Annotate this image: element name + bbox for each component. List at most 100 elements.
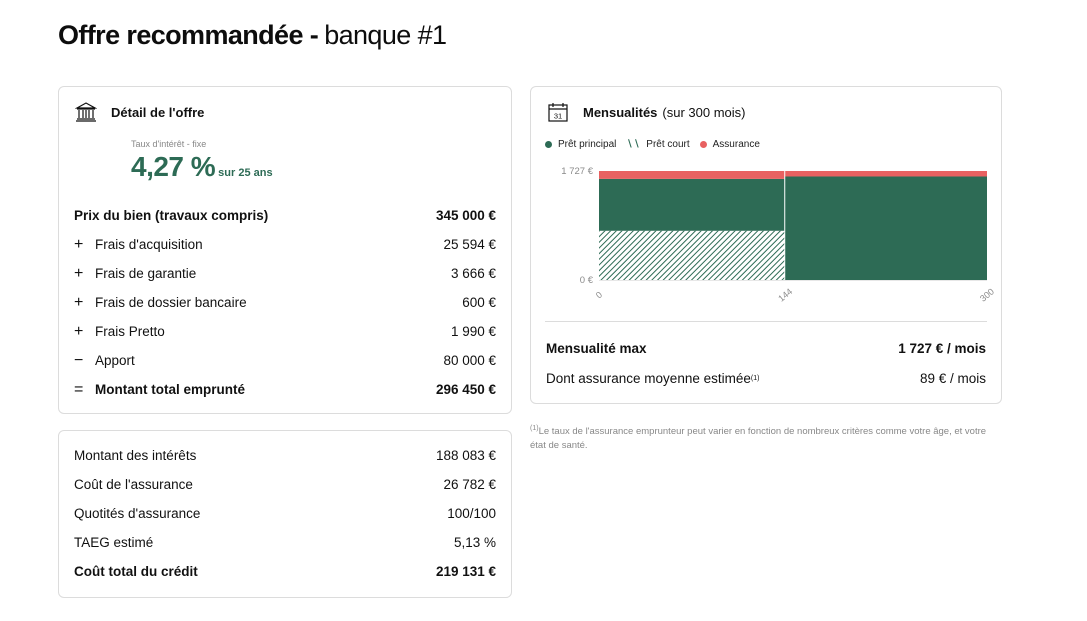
cost-row-label: TAEG estimé — [74, 535, 154, 550]
legend-item: ∖∖ Prêt court — [626, 139, 689, 150]
cost-row-label: Montant des intérêts — [74, 448, 197, 463]
bar-pret-court — [599, 230, 785, 280]
chart-legend: Prêt principal ∖∖ Prêt court Assurance — [545, 139, 770, 150]
offer-row: + Frais Pretto 1 990 € — [74, 317, 496, 346]
monthly-payments-chart: 1 727 € 0 €0 144 300 — [561, 166, 996, 304]
offer-detail-header: Détail de l'offre — [75, 101, 204, 123]
cost-row: Quotités d'assurance 100/100 — [74, 499, 496, 528]
y-tick-label: 0 € — [580, 275, 594, 286]
insurance-footnote: (1)Le taux de l'assurance emprunteur peu… — [530, 422, 1000, 453]
cost-row-value: 219 131 € — [435, 564, 496, 579]
offer-row-label-group: + Frais de dossier bancaire — [74, 294, 247, 312]
offer-row-label-group: − Apport — [74, 352, 135, 370]
cost-row-label: Quotités d'assurance — [74, 506, 201, 521]
bar-pret-principal — [785, 176, 987, 280]
offer-row-value: 296 450 € — [435, 382, 496, 397]
offer-row-label: Frais de garantie — [95, 266, 197, 281]
x-tick-label: 0 — [594, 290, 604, 301]
cost-row: Coût total du crédit 219 131 € — [74, 557, 496, 586]
page-title-main: Offre recommandée - — [58, 20, 319, 50]
offer-row-label: Montant total emprunté — [95, 382, 245, 397]
max-payment-row: Mensualité max 1 727 € / mois — [546, 333, 986, 363]
offer-row-label: Prix du bien (travaux compris) — [74, 208, 269, 223]
cost-row-label: Coût de l'assurance — [74, 477, 193, 492]
legend-label: Assurance — [712, 139, 760, 150]
insurance-average-label-text: Dont assurance moyenne estimée — [546, 370, 751, 386]
legend-item: Assurance — [699, 139, 760, 150]
x-tick-label: 300 — [978, 286, 996, 303]
offer-row-operator: + — [74, 293, 84, 311]
legend-item: Prêt principal — [545, 139, 616, 150]
offer-row-label-group: Prix du bien (travaux compris) — [74, 208, 268, 223]
bar-assurance — [785, 171, 987, 177]
page-title: Offre recommandée - banque #1 — [58, 20, 447, 51]
chart-divider — [545, 321, 987, 322]
offer-row-label: Frais Pretto — [95, 324, 165, 339]
x-tick-label: 144 — [776, 286, 794, 303]
offer-row-label-group: + Frais Pretto — [74, 323, 165, 341]
max-payment-value: 1 727 € / mois — [898, 340, 986, 356]
cost-row-value: 100/100 — [447, 506, 496, 521]
bank-icon — [75, 102, 97, 122]
legend-dot-icon — [545, 141, 552, 148]
offer-row: − Apport 80 000 € — [74, 346, 496, 375]
legend-label: Prêt principal — [558, 139, 617, 150]
interest-rate-block: Taux d'intérêt - fixe 4,27 % sur 25 ans — [131, 139, 273, 183]
monthly-payments-card: 31 Mensualités (sur 300 mois) Prêt princ… — [530, 86, 1002, 404]
insurance-average-row: Dont assurance moyenne estimée (1) 89 € /… — [546, 363, 986, 393]
offer-row-operator: − — [74, 351, 84, 369]
offer-detail-card: Détail de l'offre Taux d'intérêt - fixe … — [58, 86, 512, 414]
offer-row-label-group: + Frais d'acquisition — [74, 236, 203, 254]
chart-summary-rows: Mensualité max 1 727 € / mois Dont assur… — [546, 333, 986, 393]
offer-row: Prix du bien (travaux compris) 345 000 € — [74, 201, 496, 230]
cost-row-value: 188 083 € — [435, 448, 496, 463]
offer-row-label: Apport — [95, 353, 135, 368]
insurance-average-label: Dont assurance moyenne estimée (1) — [546, 371, 759, 386]
monthly-payments-header: 31 Mensualités (sur 300 mois) — [547, 101, 746, 123]
offer-row-operator: + — [74, 235, 84, 253]
offer-row: = Montant total emprunté 296 450 € — [74, 375, 496, 404]
max-payment-label: Mensualité max — [546, 340, 647, 356]
insurance-footnote-ref[interactable]: (1) — [750, 374, 760, 382]
monthly-payments-subtitle: (sur 300 mois) — [662, 104, 746, 120]
rate-duration: sur 25 ans — [218, 167, 273, 179]
offer-row-value: 1 990 € — [450, 324, 496, 339]
credit-cost-card: Montant des intérêts 188 083 € Coût de l'a… — [58, 430, 512, 598]
footnote-marker: (1) — [530, 425, 539, 432]
offer-row-value: 345 000 € — [435, 208, 496, 223]
offer-detail-title: Détail de l'offre — [111, 104, 205, 120]
monthly-payments-title: Mensualités — [583, 104, 658, 120]
cost-row: Coût de l'assurance 26 782 € — [74, 470, 496, 499]
rate-value-line: 4,27 % sur 25 ans — [131, 151, 273, 183]
cost-row: TAEG estimé 5,13 % — [74, 528, 496, 557]
calendar-day: 31 — [554, 112, 562, 121]
cost-row: Montant des intérêts 188 083 € — [74, 441, 496, 470]
offer-row-operator: + — [74, 322, 84, 340]
cost-row-value: 26 782 € — [443, 477, 496, 492]
cost-row-label: Coût total du crédit — [74, 564, 198, 579]
offer-row-value: 25 594 € — [443, 237, 496, 252]
legend-label: Prêt court — [646, 139, 690, 150]
offer-row: + Frais d'acquisition 25 594 € — [74, 230, 496, 259]
offer-row-label-group: + Frais de garantie — [74, 265, 196, 283]
offer-row-label: Frais d'acquisition — [95, 237, 203, 252]
calendar-icon: 31 — [548, 103, 568, 122]
offer-row: + Frais de dossier bancaire 600 € — [74, 288, 496, 317]
footnote-text: Le taux de l'assurance emprunteur peut v… — [530, 426, 987, 452]
offer-row-value: 80 000 € — [443, 353, 496, 368]
offer-row: + Frais de garantie 3 666 € — [74, 259, 496, 288]
offer-row-operator: + — [74, 264, 84, 282]
page-title-bank: banque #1 — [324, 20, 447, 50]
offer-row-value: 600 € — [462, 295, 496, 310]
bar-assurance — [599, 171, 785, 179]
legend-dot-icon — [699, 141, 707, 148]
cost-rows: Montant des intérêts 188 083 € Coût de l'a… — [74, 441, 496, 586]
offer-row-label-group: = Montant total emprunté — [74, 381, 245, 399]
rate-value: 4,27 % — [131, 151, 216, 182]
rate-label: Taux d'intérêt - fixe — [131, 139, 207, 149]
insurance-average-value: 89 € / mois — [919, 370, 986, 386]
offer-row-value: 3 666 € — [450, 266, 496, 281]
y-tick-label: 1 727 € — [561, 166, 593, 177]
offer-rows: Prix du bien (travaux compris) 345 000 € +… — [74, 201, 496, 404]
legend-stripe-icon: ∖∖ — [626, 139, 641, 150]
